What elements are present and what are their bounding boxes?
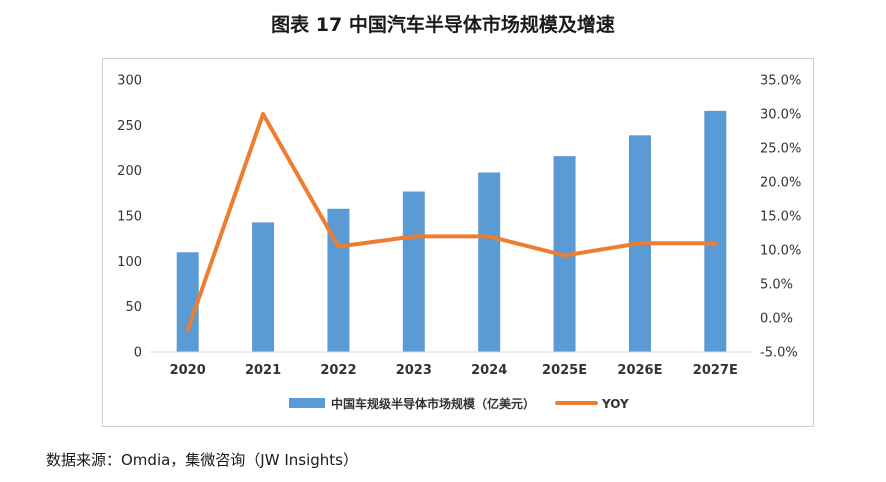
right-tick-label: 25.0% (760, 142, 801, 157)
x-tick-label: 2026E (617, 363, 662, 378)
left-tick-label: 150 (117, 210, 142, 225)
bar (402, 191, 425, 352)
x-tick-label: 2027E (693, 363, 738, 378)
left-axis: 0 50 100 150 200 250 300 (117, 74, 142, 361)
legend: 中国车规级半导体市场规模（亿美元） YOY (289, 396, 629, 411)
left-tick-label: 50 (125, 300, 142, 315)
legend-label-bar: 中国车规级半导体市场规模（亿美元） (331, 396, 535, 411)
bar (478, 172, 501, 352)
right-tick-label: 30.0% (760, 108, 801, 123)
right-tick-label: -5.0% (760, 346, 798, 361)
left-tick-label: 100 (117, 255, 142, 270)
legend-label-line: YOY (601, 397, 629, 411)
x-tick-label: 2020 (170, 363, 206, 378)
source-note: 数据来源：Omdia，集微咨询（JW Insights） (46, 451, 358, 469)
yoy-line-path (185, 112, 718, 333)
bar (176, 252, 199, 352)
chart-title: 图表 17 中国汽车半导体市场规模及增速 (271, 14, 615, 36)
right-tick-label: 20.0% (760, 176, 801, 191)
x-tick-label: 2024 (471, 363, 507, 378)
left-tick-label: 0 (134, 346, 142, 361)
x-axis: 2020 2021 2022 2023 2024 2025E 2026E 2027E (170, 363, 738, 378)
right-tick-label: 35.0% (760, 74, 801, 89)
x-tick-label: 2025E (542, 363, 587, 378)
right-axis: -5.0% 0.0% 5.0% 10.0% 15.0% 20.0% 25.0% 30.0% 35… (760, 74, 801, 361)
bar (704, 110, 727, 353)
right-tick-label: 0.0% (760, 312, 793, 327)
right-tick-label: 10.0% (760, 244, 801, 259)
right-tick-label: 15.0% (760, 210, 801, 225)
bar-series (176, 110, 727, 353)
legend-swatch-bar (289, 398, 325, 408)
right-tick-label: 5.0% (760, 278, 793, 293)
x-tick-label: 2022 (320, 363, 356, 378)
left-tick-label: 200 (117, 164, 142, 179)
left-tick-label: 300 (117, 74, 142, 89)
left-tick-label: 250 (117, 119, 142, 134)
yoy-line-series (185, 112, 718, 333)
x-tick-label: 2021 (245, 363, 281, 378)
bar (252, 222, 275, 352)
x-tick-label: 2023 (396, 363, 432, 378)
